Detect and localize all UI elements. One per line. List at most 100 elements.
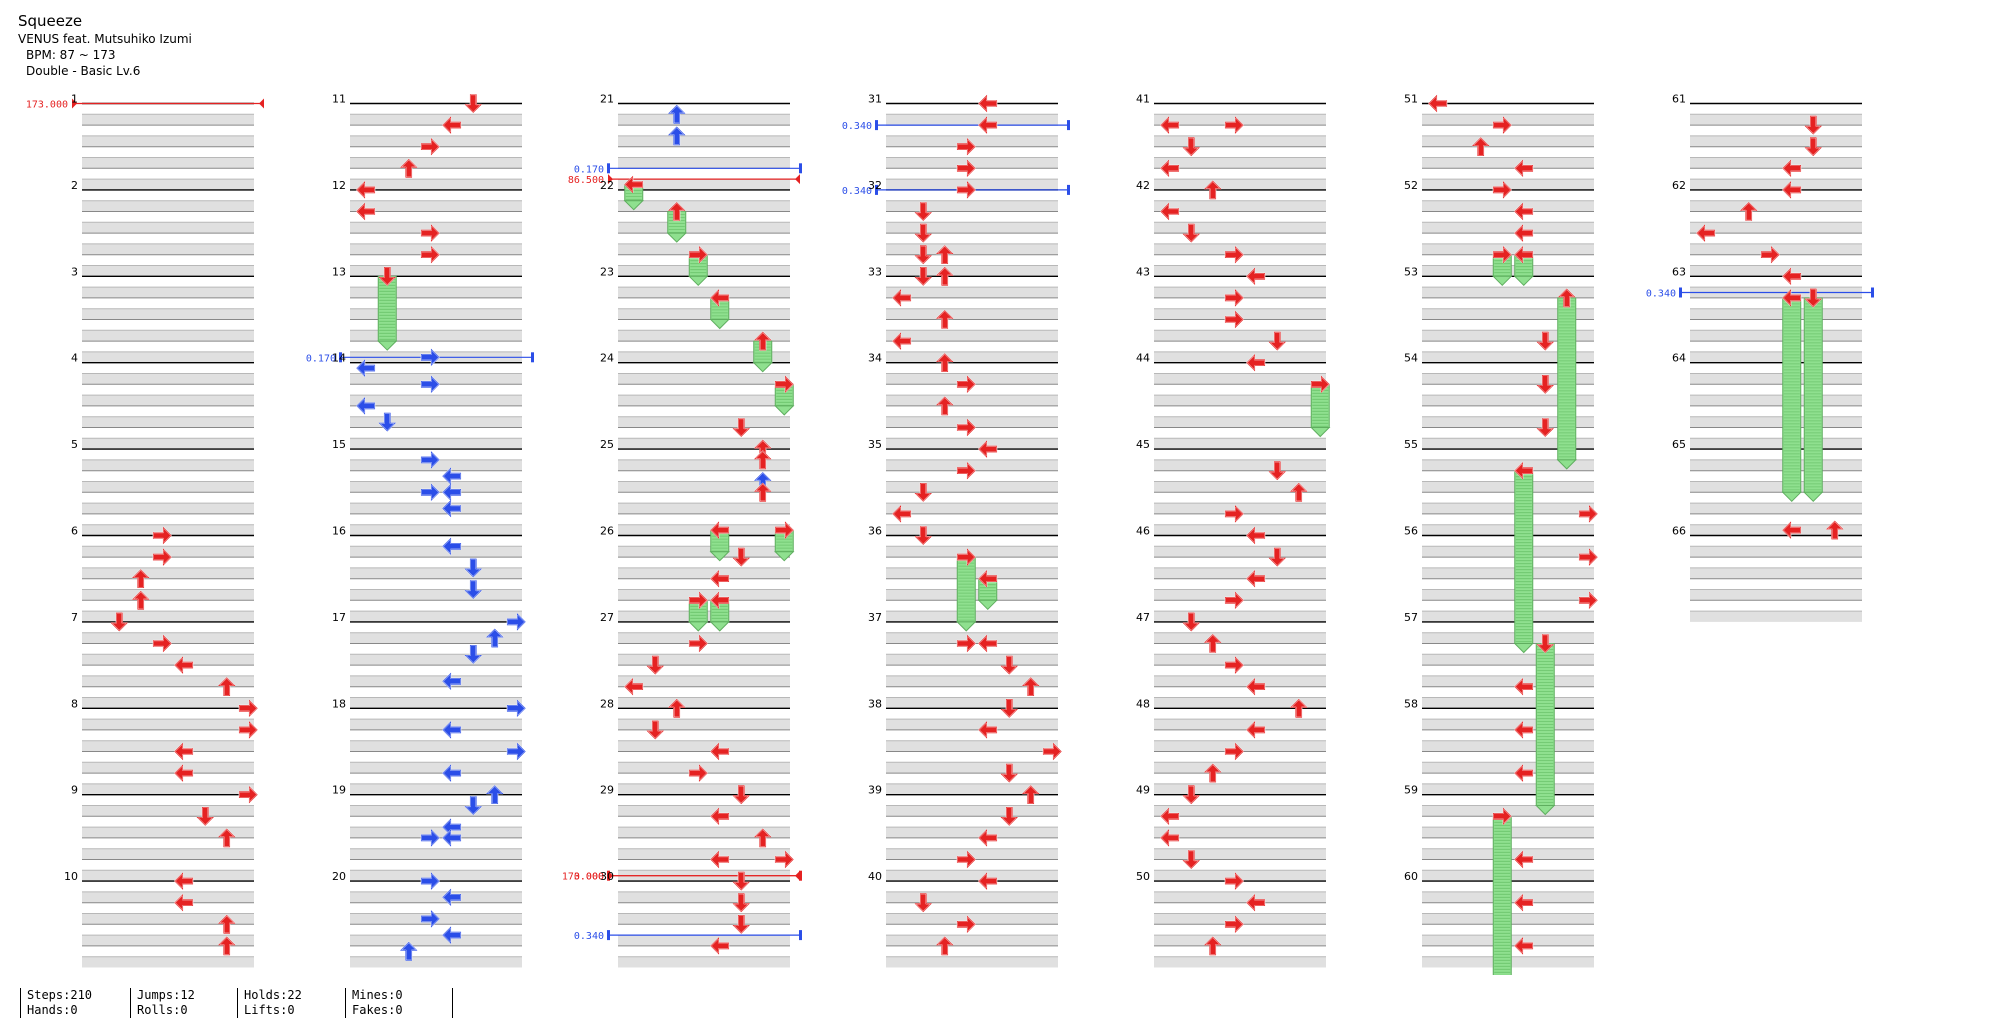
- stat-fakes: Fakes:0: [352, 1003, 403, 1017]
- beat-band: [82, 783, 254, 795]
- arrow-right-icon: [506, 699, 526, 718]
- stop-label: 0.340: [842, 121, 872, 132]
- beat-band: [886, 330, 1058, 342]
- beat-band: [1154, 351, 1326, 363]
- arrow-up-icon: [400, 158, 418, 178]
- arrow-right-icon: [956, 634, 976, 653]
- beat-band: [82, 135, 254, 147]
- arrow-up-icon: [668, 201, 686, 222]
- beat-band: [1422, 157, 1594, 169]
- arrow-down-icon: [914, 525, 932, 546]
- arrow-left-icon: [1246, 893, 1266, 912]
- beat-band: [82, 157, 254, 169]
- hold-body: [709, 297, 730, 330]
- arrow-left-icon: [978, 872, 998, 890]
- arrow-left-icon: [1160, 116, 1180, 134]
- beat-band: [82, 632, 254, 644]
- beat-band: [82, 762, 254, 774]
- stop-cap: [799, 870, 802, 881]
- beat-band: [350, 675, 522, 687]
- beat-band: [82, 179, 254, 190]
- arrow-left-icon: [1246, 677, 1266, 696]
- arrow-up-icon: [132, 590, 150, 610]
- beat-band: [1690, 611, 1862, 622]
- arrow-right-icon: [774, 375, 794, 394]
- stop-label: 0.340: [1646, 289, 1676, 300]
- beat-band: [82, 438, 254, 450]
- measure-number: 47: [1136, 611, 1150, 624]
- beat-band: [82, 416, 254, 428]
- arrow-down-icon: [646, 720, 664, 740]
- beat-band: [82, 697, 254, 709]
- beat-band: [350, 783, 522, 795]
- arrow-left-icon: [710, 937, 730, 955]
- beat-band: [886, 179, 1058, 190]
- beat-band: [350, 654, 522, 666]
- beat-band: [1422, 179, 1594, 190]
- hold-body: [774, 383, 795, 416]
- beat-band: [1154, 827, 1326, 838]
- beat-band: [618, 135, 790, 147]
- beat-band: [618, 481, 790, 493]
- beat-band: [618, 308, 790, 320]
- bpm-cap: [72, 98, 77, 109]
- arrow-left-icon: [442, 926, 462, 944]
- beat-band: [1690, 351, 1862, 363]
- beat-band: [886, 827, 1058, 838]
- beat-band: [886, 870, 1058, 882]
- arrow-up-icon: [1826, 520, 1844, 540]
- arrow-left-icon: [1514, 245, 1534, 264]
- arrow-up-icon: [936, 266, 954, 286]
- arrow-right-icon: [956, 375, 976, 394]
- arrow-left-icon: [174, 872, 194, 890]
- beat-band: [350, 740, 522, 752]
- beat-band: [1154, 697, 1326, 709]
- beat-band: [1422, 438, 1594, 450]
- measure-number: 14: [332, 352, 346, 365]
- beat-band: [886, 287, 1058, 298]
- beat-band: [618, 416, 790, 428]
- measure-number: 59: [1404, 784, 1418, 797]
- arrow-up-icon: [754, 482, 772, 502]
- arrow-down-icon: [1182, 785, 1200, 805]
- beat-band: [1154, 481, 1326, 493]
- beat-band: [82, 114, 254, 126]
- measure-number: 44: [1136, 352, 1150, 365]
- hold-body: [1803, 297, 1824, 503]
- arrow-up-icon: [1558, 288, 1576, 308]
- stop-cap: [875, 120, 878, 131]
- beat-band: [1422, 524, 1594, 536]
- measure-number: 16: [332, 525, 346, 538]
- beat-band: [618, 179, 790, 190]
- beat-band: [1154, 546, 1326, 558]
- beat-band: [350, 179, 522, 190]
- arrow-right-icon: [956, 418, 976, 437]
- arrow-left-icon: [356, 202, 376, 221]
- arrow-left-icon: [1514, 677, 1534, 696]
- beat-band: [1154, 243, 1326, 255]
- arrow-down-icon: [732, 914, 750, 934]
- arrow-right-icon: [1224, 505, 1244, 523]
- arrow-up-icon: [218, 914, 236, 934]
- beat-band: [82, 481, 254, 493]
- beat-band: [618, 719, 790, 730]
- beat-band: [618, 697, 790, 709]
- arrow-right-icon: [774, 850, 794, 869]
- arrow-down-icon: [914, 893, 932, 913]
- arrow-right-icon: [956, 137, 976, 156]
- hold-body: [623, 184, 644, 211]
- beat-band: [1690, 416, 1862, 428]
- measure-number: 61: [1672, 93, 1686, 106]
- measure-number: 24: [600, 352, 614, 365]
- arrow-left-icon: [710, 807, 730, 826]
- bpm-cap: [608, 174, 613, 185]
- arrow-up-icon: [1204, 180, 1222, 200]
- hold-body: [1513, 470, 1534, 654]
- measure-number: 41: [1136, 93, 1150, 106]
- measure-number: 37: [868, 611, 882, 624]
- beat-band: [1154, 935, 1326, 946]
- beat-band: [618, 287, 790, 298]
- beat-band: [618, 654, 790, 666]
- stat-lifts: Lifts:0: [244, 1003, 295, 1017]
- beat-band: [1154, 848, 1326, 860]
